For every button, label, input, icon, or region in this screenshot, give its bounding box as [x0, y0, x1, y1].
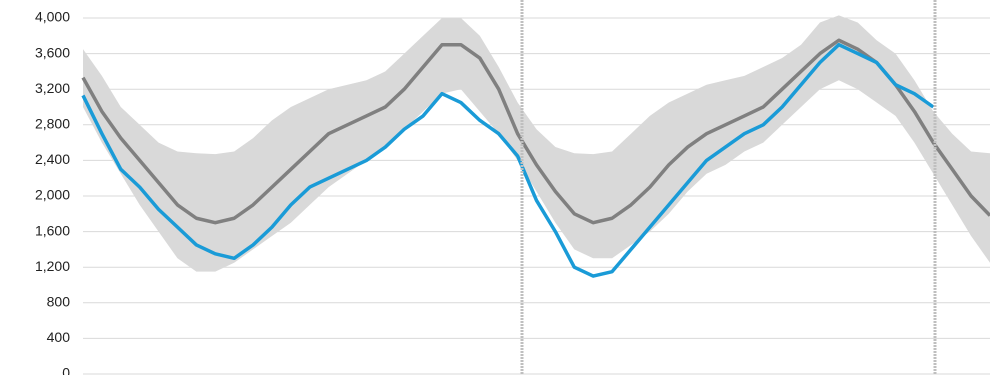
series-line: [81, 38, 990, 225]
y-tick-label: 3,200: [35, 80, 70, 96]
y-tick-label: 2,800: [35, 116, 70, 132]
y-tick-label: 1,200: [35, 258, 70, 274]
range-band: [83, 15, 990, 272]
y-tick-label: 800: [47, 294, 71, 310]
plot: [81, 15, 990, 278]
y-tick-label: 0: [62, 365, 70, 375]
y-tick-label: 3,600: [35, 44, 70, 60]
y-tick-label: 2,000: [35, 187, 70, 203]
y-tick-label: 1,600: [35, 222, 70, 238]
series-line: [81, 42, 935, 278]
y-tick-label: 400: [47, 329, 71, 345]
y-tick-label: 2,400: [35, 151, 70, 167]
y-tick-label: 4,000: [35, 9, 70, 25]
